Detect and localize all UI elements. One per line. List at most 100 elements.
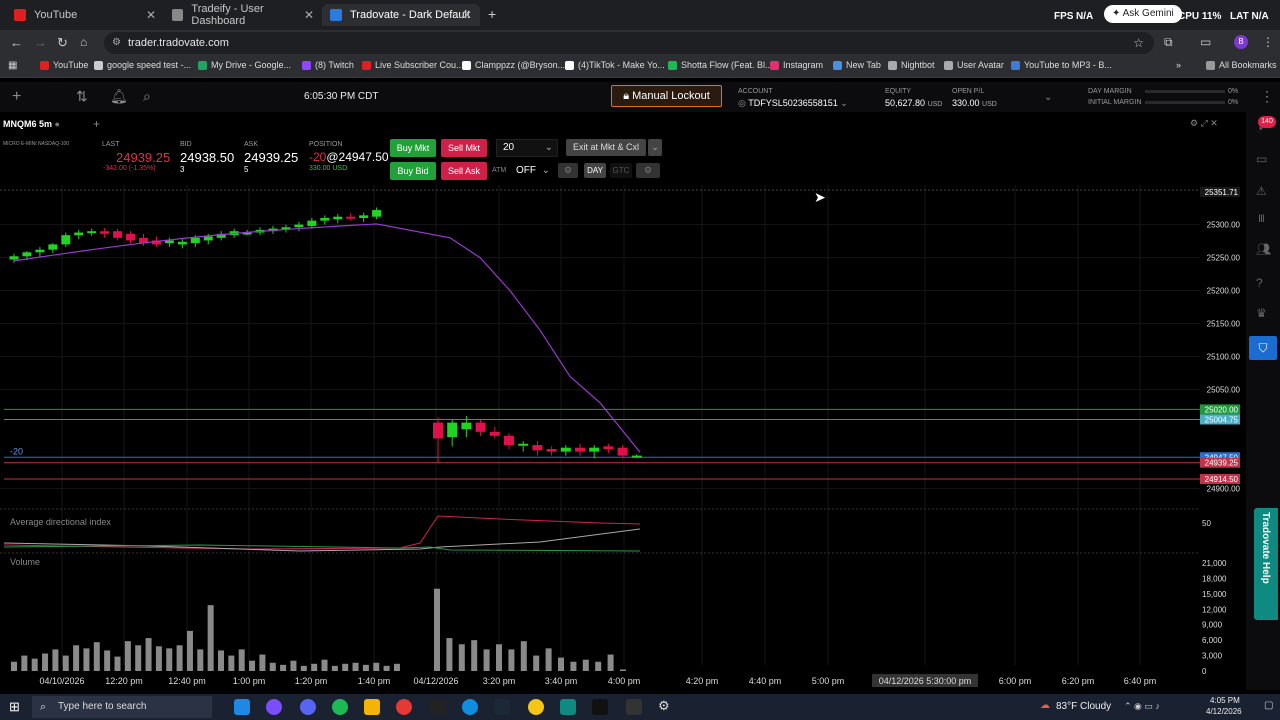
close-icon[interactable]: ✕: [303, 8, 314, 22]
bookmark-item[interactable]: YouTube: [40, 60, 88, 70]
tif-settings-icon[interactable]: ⚙: [636, 163, 660, 178]
volume-bar: [73, 645, 80, 671]
exit-dropdown-icon[interactable]: ⌄: [648, 139, 662, 156]
buy-bid-button[interactable]: Buy Bid: [390, 162, 436, 180]
taskbar-search[interactable]: ⌕ Type here to search: [32, 696, 212, 718]
epic-games-icon[interactable]: [430, 699, 446, 715]
home-icon[interactable]: ⌂: [80, 35, 88, 49]
volume-tick-label: 21,000: [1202, 559, 1227, 568]
profile-avatar[interactable]: B: [1234, 35, 1248, 49]
candle-body: [294, 224, 304, 228]
obs-icon[interactable]: [626, 699, 642, 715]
bookmark-item[interactable]: google speed test -...: [94, 60, 191, 70]
tab-tradovate[interactable]: Tradovate - Dark Default ✕: [322, 4, 480, 26]
tab-youtube[interactable]: YouTube ✕: [6, 4, 164, 26]
windows-start-icon[interactable]: ⊞: [9, 699, 20, 714]
ask-gemini-button[interactable]: ✦ Ask Gemini: [1104, 5, 1182, 23]
forward-icon[interactable]: →: [34, 35, 47, 50]
steam-icon[interactable]: [494, 699, 510, 715]
chevron-left-icon[interactable]: ‹: [1260, 612, 1264, 623]
chevron-down-icon[interactable]: ⌄: [1044, 92, 1053, 103]
bell-icon[interactable]: 🔔︎: [110, 88, 128, 104]
shield-icon[interactable]: ⛉: [1249, 336, 1277, 360]
search-icon[interactable]: ⌕: [143, 88, 151, 104]
bookmark-item[interactable]: (8) Twitch: [302, 60, 354, 70]
reload-icon[interactable]: ↻: [57, 35, 68, 50]
y-tick-label: 25200.00: [1207, 287, 1241, 296]
bookmarks-overflow-icon[interactable]: »: [1176, 60, 1182, 70]
lat-status: LAT N/A: [1230, 11, 1269, 22]
volume-bar: [533, 655, 540, 671]
apps-grid-icon[interactable]: ▦: [8, 60, 18, 71]
all-bookmarks[interactable]: All Bookmarks: [1206, 60, 1277, 70]
candle-body: [9, 256, 19, 260]
bookmark-item[interactable]: Instagram: [770, 60, 823, 70]
new-tab-icon[interactable]: +: [488, 6, 497, 22]
sell-mkt-button[interactable]: Sell Mkt: [441, 139, 487, 157]
price-tag-label: 25004.75: [1205, 415, 1239, 424]
settings-gear-icon[interactable]: ⚙: [658, 698, 670, 713]
tradovate-app-icon[interactable]: [560, 699, 576, 715]
bookmark-item[interactable]: (4)TikTok - Make Yo...: [565, 60, 665, 70]
tradovate-help-tab[interactable]: Tradovate Help: [1254, 508, 1278, 620]
price-chart[interactable]: -20 25300.00 25250.00 25200.00 25150.00 25100…: [0, 185, 1246, 690]
bookmark-item[interactable]: YouTube to MP3 - B...: [1011, 60, 1112, 70]
tradingview-icon[interactable]: [592, 699, 608, 715]
bookmark-item[interactable]: Clamppzz (@Bryson...: [462, 60, 565, 70]
bookmark-item[interactable]: My Drive - Google...: [198, 60, 291, 70]
cast-icon[interactable]: ▭: [1200, 35, 1212, 49]
help-icon[interactable]: ?: [1256, 276, 1263, 290]
chat-icon[interactable]: ▭: [1256, 152, 1268, 166]
bookmark-item[interactable]: New Tab: [833, 60, 881, 70]
bookmark-item[interactable]: User Avatar: [944, 60, 1004, 70]
warning-icon[interactable]: ⚠: [1256, 184, 1267, 198]
users-icon[interactable]: 👥︎: [1256, 242, 1272, 256]
bookmark-item[interactable]: Shotta Flow (Feat. Bl...: [668, 60, 773, 70]
tab-tradeify[interactable]: Tradeify - User Dashboard ✕: [164, 3, 322, 27]
tray-icons[interactable]: ⌃ ◉ ▭ ♪: [1124, 701, 1160, 711]
account-selector[interactable]: ◎ TDFYSL50236558151 ⌄: [738, 98, 848, 109]
extensions-icon[interactable]: ⧉: [1164, 35, 1173, 49]
discord-icon[interactable]: [300, 699, 316, 715]
manual-lockout-button[interactable]: 🔒︎ Manual Lockout: [611, 85, 722, 107]
gtc-button[interactable]: GTC: [610, 163, 632, 178]
star-icon[interactable]: ☆: [1133, 36, 1144, 50]
back-icon[interactable]: ←: [10, 35, 23, 50]
buy-mkt-button[interactable]: Buy Mkt: [390, 139, 436, 157]
snapchat-icon[interactable]: [528, 699, 544, 715]
trophy-icon[interactable]: ♛: [1256, 306, 1267, 320]
close-icon[interactable]: ✕: [461, 8, 472, 22]
initial-margin-bar: [1145, 101, 1225, 104]
copilot-icon[interactable]: [266, 699, 282, 715]
close-icon[interactable]: ✕: [145, 8, 156, 22]
quantity-select[interactable]: 20 ⌄: [496, 139, 558, 157]
add-chart-icon[interactable]: +: [93, 117, 101, 131]
add-icon[interactable]: +: [12, 88, 22, 105]
app-menu-icon[interactable]: ⋮: [1260, 88, 1274, 104]
dom-icon[interactable]: Ⅲ: [1258, 214, 1265, 225]
folder-icon[interactable]: [364, 699, 380, 715]
file-explorer-icon[interactable]: [234, 699, 250, 715]
spotify-icon[interactable]: [332, 699, 348, 715]
atm-select[interactable]: OFF ⌄: [510, 162, 552, 179]
x-tick-label: 12:40 pm: [168, 676, 206, 686]
day-button[interactable]: DAY: [584, 163, 606, 178]
symbol-title[interactable]: MNQM6 5m ●: [3, 119, 60, 129]
order-arrows-icon[interactable]: ⇅: [76, 88, 88, 104]
notifications-icon[interactable]: ◔: [1256, 122, 1264, 136]
edge-icon[interactable]: [462, 699, 478, 715]
exit-at-mkt-button[interactable]: Exit at Mkt & Cxl: [566, 139, 646, 156]
bookmark-item[interactable]: Live Subscriber Cou...: [362, 60, 464, 70]
sell-ask-button[interactable]: Sell Ask: [441, 162, 487, 180]
equity-amount: 50,627.80: [885, 98, 926, 108]
volume-bar: [114, 656, 121, 671]
browser-menu-icon[interactable]: ⋮: [1262, 35, 1274, 49]
site-info-icon[interactable]: ⚙: [112, 37, 121, 48]
notification-center-icon[interactable]: ▢: [1264, 700, 1274, 711]
chrome-icon[interactable]: [396, 699, 412, 715]
bookmark-favicon-icon: [1011, 60, 1020, 70]
atm-settings-icon[interactable]: ⚙: [558, 163, 578, 178]
chart-toolbar-icon[interactable]: ⚙ ⤢ ✕: [1190, 118, 1218, 128]
bookmark-item[interactable]: Nightbot: [888, 60, 935, 70]
url-field[interactable]: ⚙ trader.tradovate.com ☆: [104, 32, 1154, 54]
